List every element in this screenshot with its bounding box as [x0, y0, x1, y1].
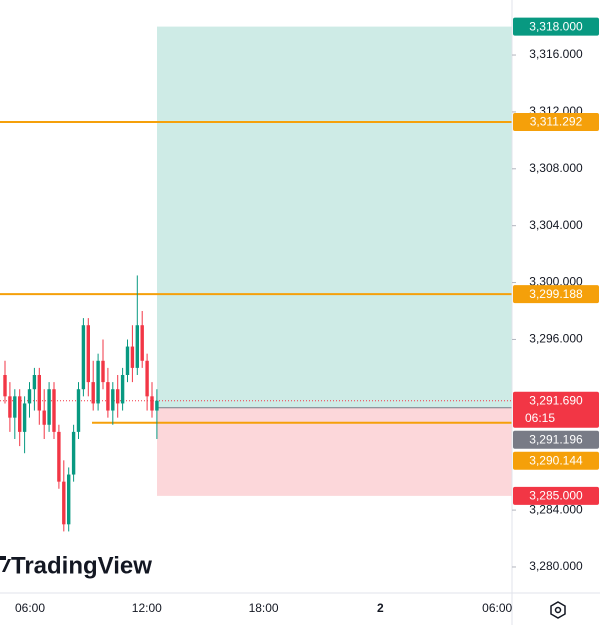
candle-body	[101, 360, 105, 383]
x-tick-label: 12:00	[132, 601, 162, 615]
candle-body	[81, 325, 86, 390]
candle-body	[96, 360, 100, 404]
candle-body	[76, 389, 81, 432]
candle-body	[155, 400, 159, 411]
price-label-bg	[513, 486, 599, 505]
candle-body	[116, 389, 120, 404]
candle-body	[62, 481, 66, 525]
candle-body	[135, 325, 139, 368]
price-label: 3,285.000	[529, 489, 583, 503]
profit-zone	[157, 26, 512, 408]
price-label: 3,318.000	[529, 19, 583, 33]
brand: TradingView	[11, 552, 152, 579]
candle-body	[3, 374, 7, 397]
y-tick-label: 3,280.000	[529, 559, 583, 573]
x-tick-label: 2	[377, 601, 384, 615]
candle-body	[8, 396, 12, 418]
price-label-bg	[513, 112, 599, 131]
logo-icon	[0, 556, 11, 572]
price-label-bg	[513, 451, 599, 470]
candle-body	[145, 360, 149, 397]
candle-body	[106, 382, 110, 411]
candle-body	[67, 474, 71, 525]
y-tick-label: 3,284.000	[529, 502, 583, 516]
price-label-bg	[513, 17, 599, 36]
price-label-bg	[513, 391, 599, 428]
candle-body	[150, 396, 154, 411]
x-tick-label: 06:00	[15, 601, 45, 615]
candle-body	[32, 374, 37, 390]
plot-area	[0, 26, 512, 532]
candle-body	[18, 396, 22, 432]
candle-body	[86, 325, 90, 383]
candle-body	[125, 346, 130, 375]
price-label-bg	[513, 285, 599, 304]
candle-body	[111, 389, 115, 411]
y-tick-label: 3,316.000	[529, 47, 583, 61]
loss-zone	[157, 407, 512, 496]
candle-body	[42, 410, 46, 425]
candle-body	[13, 396, 17, 418]
price-label: 3,291.690	[529, 393, 583, 407]
candle-body	[140, 325, 144, 361]
candle-body	[57, 431, 61, 482]
candle-body	[52, 389, 56, 432]
price-label: 3,311.292	[530, 115, 583, 129]
settings-icon[interactable]	[550, 601, 566, 619]
candle-body	[130, 346, 135, 368]
x-tick-label: 06:00	[482, 601, 512, 615]
candle-body	[22, 403, 27, 432]
candle-body	[47, 389, 51, 425]
candle-body	[120, 374, 125, 404]
candle-body	[91, 382, 95, 404]
price-label: 3,299.188	[529, 287, 583, 301]
candle-body	[27, 389, 32, 404]
price-label: 3,291.196	[529, 432, 583, 446]
y-tick-label: 3,308.000	[529, 161, 583, 175]
price-label-bg	[513, 430, 599, 449]
y-tick-label: 3,304.000	[529, 218, 583, 232]
y-tick-label: 3,296.000	[529, 332, 583, 346]
candle-body	[37, 374, 41, 411]
candle-body	[71, 431, 76, 475]
countdown: 06:15	[525, 411, 555, 425]
price-label: 3,290.144	[529, 453, 583, 467]
x-tick-label: 18:00	[249, 601, 279, 615]
logo: TradingView	[0, 552, 152, 579]
